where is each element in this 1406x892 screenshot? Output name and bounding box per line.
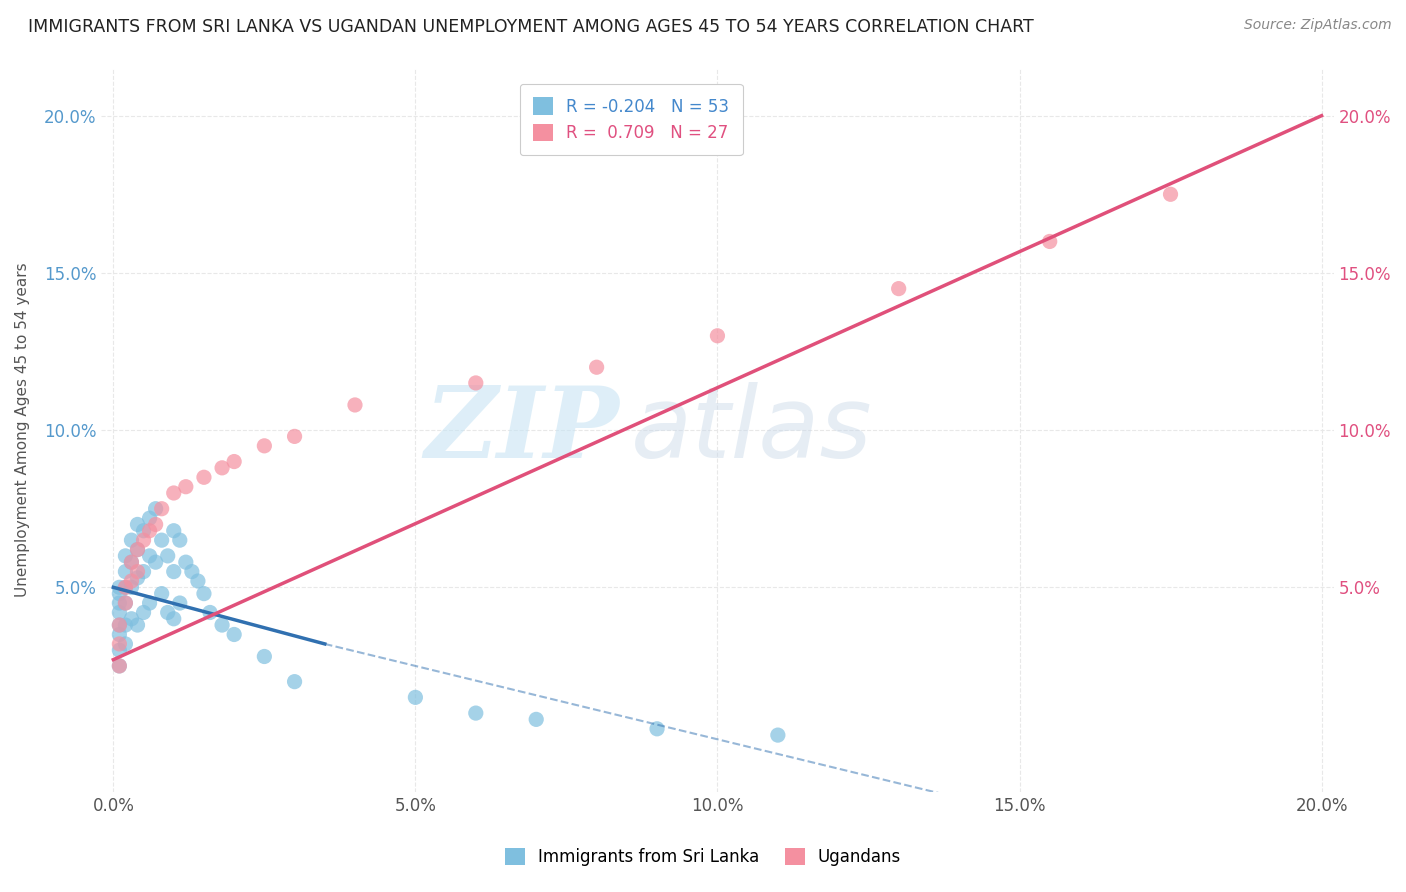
Point <box>120 612 142 626</box>
Point <box>156 549 179 563</box>
Point <box>108 659 131 673</box>
Point <box>284 429 307 443</box>
Point <box>169 533 191 548</box>
Text: IMMIGRANTS FROM SRI LANKA VS UGANDAN UNEMPLOYMENT AMONG AGES 45 TO 54 YEARS CORR: IMMIGRANTS FROM SRI LANKA VS UGANDAN UNE… <box>28 18 1033 36</box>
Point <box>120 533 142 548</box>
Point <box>174 555 197 569</box>
Point <box>120 574 142 588</box>
Point <box>108 596 131 610</box>
Point <box>145 555 167 569</box>
Point <box>127 542 149 557</box>
Point <box>524 712 547 726</box>
Text: ZIP: ZIP <box>423 382 619 478</box>
Point <box>127 542 149 557</box>
Point <box>150 533 173 548</box>
Point <box>1039 235 1062 249</box>
Point <box>645 722 668 736</box>
Point <box>224 454 246 468</box>
Point <box>114 549 136 563</box>
Point <box>114 565 136 579</box>
Point <box>211 460 233 475</box>
Point <box>464 376 486 390</box>
Point <box>114 596 136 610</box>
Point <box>120 580 142 594</box>
Point <box>127 565 149 579</box>
Point <box>120 555 142 569</box>
Text: Source: ZipAtlas.com: Source: ZipAtlas.com <box>1244 18 1392 32</box>
Point <box>108 618 131 632</box>
Point <box>138 524 160 538</box>
Point <box>156 606 179 620</box>
Point <box>108 580 131 594</box>
Point <box>108 618 131 632</box>
Point <box>253 439 276 453</box>
Point <box>114 637 136 651</box>
Point <box>180 565 202 579</box>
Point <box>108 643 131 657</box>
Point <box>114 596 136 610</box>
Point <box>284 674 307 689</box>
Point <box>224 627 246 641</box>
Point <box>163 486 186 500</box>
Point <box>138 596 160 610</box>
Point <box>585 360 607 375</box>
Point <box>114 580 136 594</box>
Point <box>138 549 160 563</box>
Point <box>132 565 155 579</box>
Point <box>1160 187 1182 202</box>
Point <box>108 659 131 673</box>
Point <box>138 511 160 525</box>
Point <box>127 618 149 632</box>
Point <box>343 398 366 412</box>
Point <box>132 606 155 620</box>
Point <box>887 282 910 296</box>
Point <box>198 606 221 620</box>
Point <box>145 517 167 532</box>
Point <box>163 524 186 538</box>
Point <box>187 574 209 588</box>
Point <box>174 480 197 494</box>
Point <box>108 586 131 600</box>
Point <box>150 586 173 600</box>
Legend: Immigrants from Sri Lanka, Ugandans: Immigrants from Sri Lanka, Ugandans <box>496 840 910 875</box>
Point <box>464 706 486 720</box>
Point <box>108 627 131 641</box>
Point <box>404 690 426 705</box>
Text: atlas: atlas <box>631 382 873 479</box>
Point <box>127 517 149 532</box>
Point <box>114 580 136 594</box>
Point <box>108 637 131 651</box>
Point <box>163 565 186 579</box>
Point <box>114 618 136 632</box>
Y-axis label: Unemployment Among Ages 45 to 54 years: Unemployment Among Ages 45 to 54 years <box>15 263 30 598</box>
Point <box>706 328 728 343</box>
Legend: R = -0.204   N = 53, R =  0.709   N = 27: R = -0.204 N = 53, R = 0.709 N = 27 <box>520 84 742 155</box>
Point <box>132 524 155 538</box>
Point <box>766 728 789 742</box>
Point <box>127 571 149 585</box>
Point <box>193 470 215 484</box>
Point <box>145 501 167 516</box>
Point <box>150 501 173 516</box>
Point <box>108 606 131 620</box>
Point <box>120 555 142 569</box>
Point <box>211 618 233 632</box>
Point <box>169 596 191 610</box>
Point <box>163 612 186 626</box>
Point <box>132 533 155 548</box>
Point <box>253 649 276 664</box>
Point <box>193 586 215 600</box>
